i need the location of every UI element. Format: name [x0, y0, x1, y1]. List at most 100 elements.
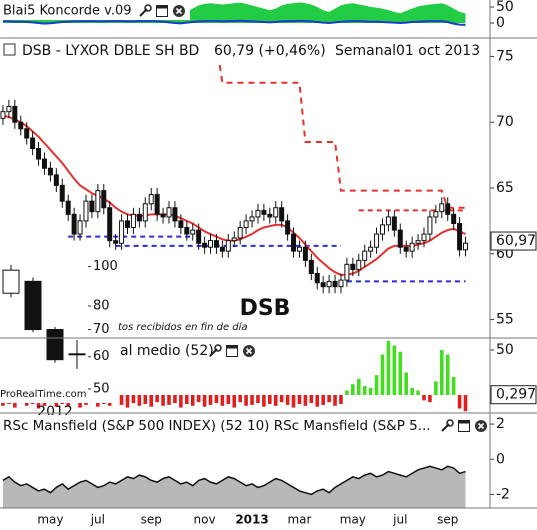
- y-tick-label: 50: [93, 381, 110, 396]
- candle-body: [368, 246, 374, 252]
- y-tick-label: 0: [496, 451, 505, 467]
- bar: [404, 372, 409, 395]
- bar: [291, 394, 296, 408]
- window-icon[interactable]: [458, 420, 470, 432]
- candle-body: [30, 137, 36, 150]
- settings-icon[interactable]: [139, 4, 152, 17]
- candle-body: [385, 216, 391, 226]
- y-tick-label: 55: [496, 312, 514, 328]
- candle-body: [219, 246, 225, 252]
- area-line: [2, 465, 466, 496]
- candle-body: [231, 237, 237, 242]
- y-tick-label: 50: [496, 342, 514, 358]
- panel-icon[interactable]: [3, 43, 16, 56]
- close-icon[interactable]: [173, 5, 185, 17]
- candle-body: [148, 194, 154, 205]
- bar: [345, 390, 349, 395]
- bar: [303, 394, 308, 406]
- candle-body: [326, 280, 332, 288]
- y-tick-label: 70: [496, 114, 514, 130]
- note: tos recibidos en fin de día: [118, 321, 248, 333]
- bar: [392, 345, 397, 395]
- bar: [238, 394, 242, 403]
- candle-body: [403, 246, 409, 252]
- candle-body: [160, 213, 166, 218]
- y-tick-label: 60: [93, 349, 110, 364]
- candle-body: [213, 240, 219, 248]
- x-tick-label: 2013: [235, 513, 268, 527]
- x-tick-label: nov: [194, 513, 216, 527]
- bar: [445, 354, 450, 395]
- bar: [309, 394, 314, 404]
- indicator-title: al medio (52): [120, 343, 214, 359]
- price-tag: [490, 385, 537, 405]
- bar: [351, 384, 355, 395]
- bar: [398, 351, 403, 395]
- bar: [327, 394, 331, 403]
- bar: [356, 378, 361, 395]
- window-icon[interactable]: [156, 5, 168, 17]
- close-icon[interactable]: [475, 420, 487, 432]
- candle-body: [415, 240, 421, 244]
- candle-body: [136, 213, 142, 222]
- x-tick-label: mar: [287, 513, 311, 527]
- headers: Blai5 Koncorde v.09 DSB - LYXOR DBLE SH …: [0, 2, 488, 435]
- candle-body: [285, 220, 291, 235]
- bar: [410, 387, 414, 395]
- candle-body: [53, 174, 59, 186]
- bar: [416, 390, 420, 395]
- candle-body: [154, 194, 160, 215]
- window-icon[interactable]: [226, 345, 238, 357]
- candle-body: [225, 240, 231, 252]
- y-tick-label: 0: [496, 15, 505, 31]
- candle-body: [332, 280, 338, 288]
- bar: [173, 394, 177, 404]
- candle-body: [12, 105, 18, 123]
- bar: [368, 387, 373, 395]
- candle-body: [65, 200, 71, 215]
- header-bg: [118, 340, 258, 360]
- bar: [202, 394, 207, 407]
- candle-body: [356, 259, 362, 271]
- header-bg: [0, 40, 480, 60]
- x-tick-label: sep: [437, 513, 458, 527]
- candle-body: [36, 148, 42, 160]
- price-chart: [0, 43, 469, 294]
- candle-body: [113, 240, 119, 244]
- bar: [167, 394, 171, 405]
- bar: [125, 394, 130, 408]
- bar: [386, 340, 391, 395]
- bar: [161, 394, 165, 406]
- candle-body: [95, 190, 101, 213]
- bar: [262, 394, 266, 407]
- line: [2, 19, 466, 26]
- area: [2, 466, 466, 508]
- candle-body: [46, 329, 64, 361]
- candle-body: [190, 229, 196, 235]
- candle-body: [308, 259, 314, 275]
- settings-icon[interactable]: [441, 419, 454, 432]
- candle-body: [362, 250, 368, 261]
- bar: [268, 394, 272, 404]
- y-tick-label: 80: [93, 298, 110, 313]
- settings-icon[interactable]: [209, 344, 222, 357]
- annotation: DSB: [240, 296, 291, 321]
- candle-body: [101, 190, 107, 209]
- bar: [250, 394, 254, 405]
- bar: [457, 394, 462, 409]
- candle-body: [338, 279, 344, 288]
- bar: [374, 375, 379, 395]
- header-rsc: RSc Mansfield (S&P 500 INDEX) (52 10) RS…: [0, 415, 488, 435]
- candle-body: [463, 242, 469, 251]
- candle-body: [433, 211, 439, 218]
- candle-body: [142, 203, 148, 222]
- candle-body: [397, 229, 403, 248]
- candle-body: [130, 213, 136, 228]
- header-bg: [0, 2, 190, 20]
- close-icon[interactable]: [243, 345, 255, 357]
- price-tag-label: 0,297: [496, 387, 536, 403]
- bar: [451, 376, 456, 395]
- bar: [184, 394, 189, 404]
- bar: [214, 394, 219, 404]
- header-top: Blai5 Koncorde v.09: [0, 2, 190, 20]
